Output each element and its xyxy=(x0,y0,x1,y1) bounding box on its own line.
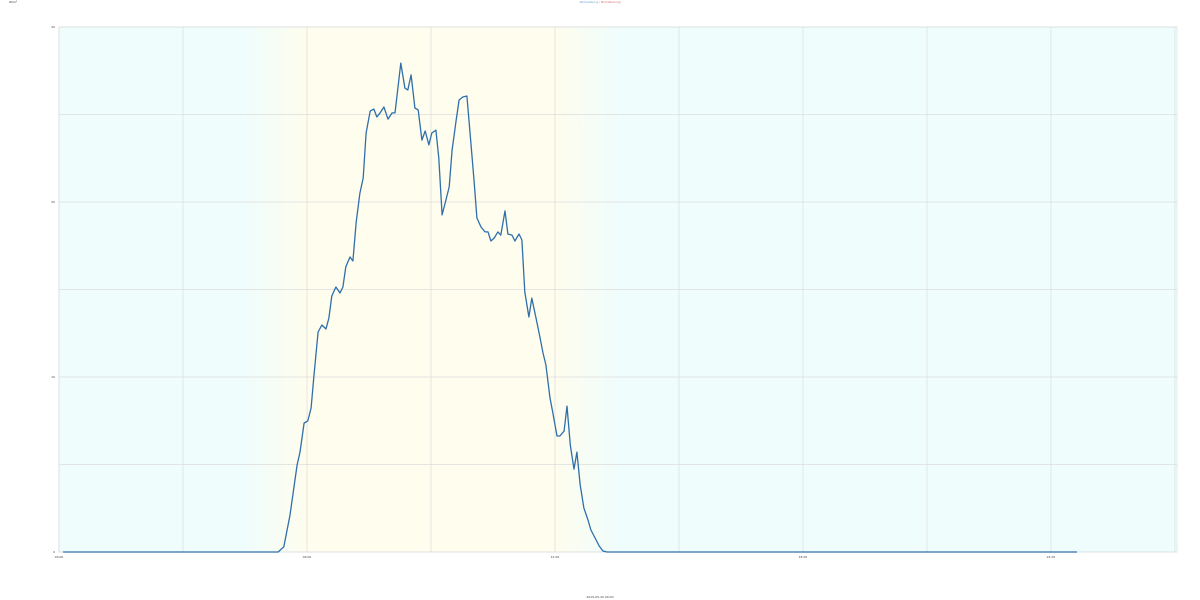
y-tick-label: 20 xyxy=(51,200,55,204)
grid xyxy=(58,26,1177,553)
title-part1: Wirkleistung xyxy=(579,0,599,4)
title-part2: Blindleistung xyxy=(601,0,621,4)
y-tick-label: 10 xyxy=(51,375,55,379)
corner-label: W/m² xyxy=(9,0,18,4)
x-tick-label: 18:00 xyxy=(799,555,808,559)
x-tick-label: 24:00 xyxy=(1047,555,1056,559)
y-tick-label: 30 xyxy=(51,25,55,29)
x-tick-label: 06:00 xyxy=(303,555,312,559)
chart-title: Wirkleistung / Blindleistung xyxy=(0,0,1200,4)
y-tick-label: 0 xyxy=(53,550,55,554)
series-line xyxy=(63,62,1077,553)
title-separator: / xyxy=(598,0,602,4)
x-axis-label: 2019-05-20 00:00 xyxy=(586,595,613,599)
axis-ticks: 00:00 06:00 12:00 18:00 24:00 0 10 20 30 xyxy=(51,25,1055,559)
x-tick-label: 12:00 xyxy=(551,555,560,559)
x-tick-label: 00:00 xyxy=(55,555,64,559)
